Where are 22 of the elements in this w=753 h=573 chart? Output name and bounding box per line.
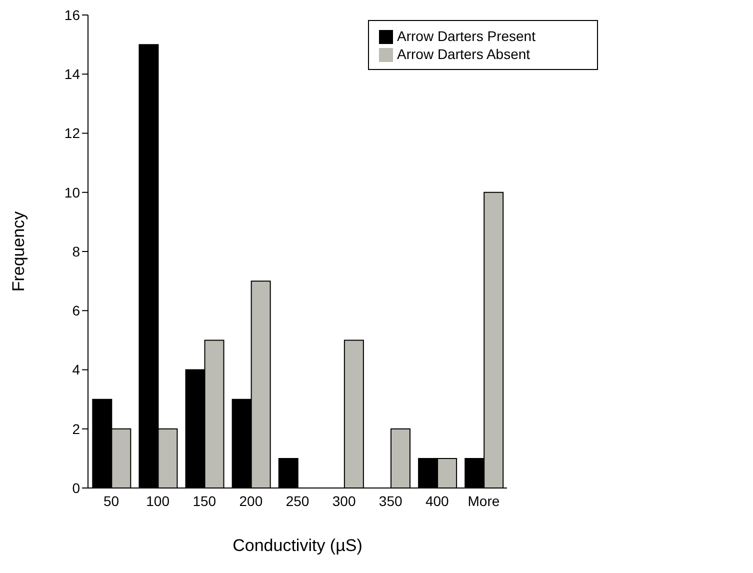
y-axis-title: Frequency [9, 210, 28, 292]
legend-label: Arrow Darters Absent [397, 46, 530, 62]
y-tick-label: 6 [72, 302, 80, 319]
x-tick-label: 100 [146, 492, 170, 509]
legend-label: Arrow Darters Present [397, 28, 536, 44]
y-tick-label: 2 [72, 420, 80, 437]
x-tick-label: 250 [286, 492, 310, 509]
x-tick-label: More [468, 492, 500, 509]
y-tick-label: 8 [72, 243, 80, 260]
x-tick-label: 200 [239, 492, 263, 509]
y-tick-label: 16 [64, 6, 80, 23]
x-tick-label: 150 [192, 492, 216, 509]
x-tick-label: 300 [332, 492, 356, 509]
y-tick-label: 10 [64, 184, 80, 200]
x-tick-label: 400 [425, 492, 450, 509]
y-tick-label: 12 [64, 125, 80, 142]
y-tick-label: 4 [72, 362, 80, 378]
y-tick-label: 14 [64, 66, 80, 82]
x-tick-label: 50 [103, 492, 120, 509]
x-axis-title: Conductivity (µS) [232, 536, 362, 555]
y-tick-label: 0 [72, 480, 80, 496]
x-tick-label: 350 [378, 492, 403, 509]
